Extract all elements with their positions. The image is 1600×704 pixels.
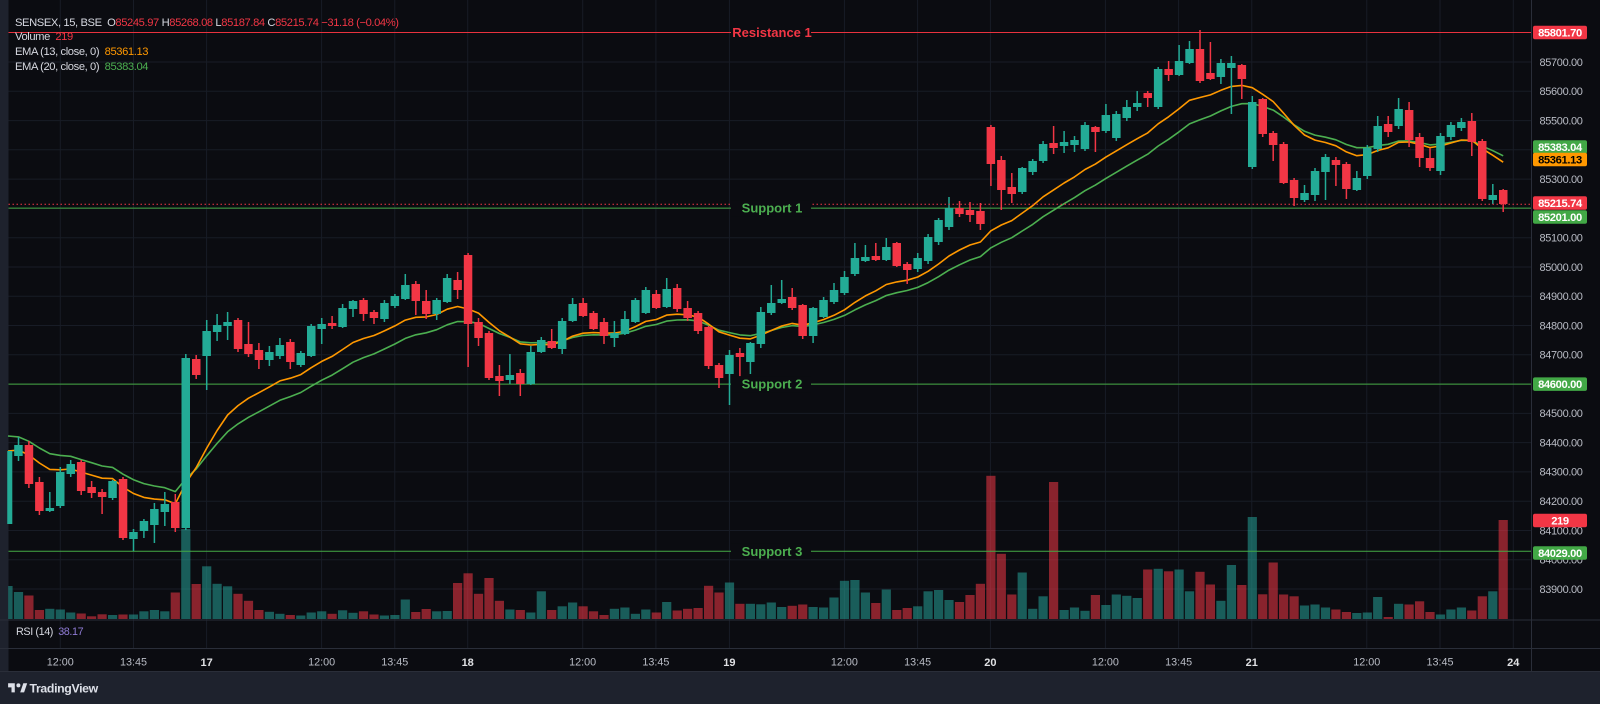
svg-text:13:45: 13:45	[1426, 657, 1453, 669]
svg-text:85215.74: 85215.74	[1538, 198, 1583, 210]
svg-text:85100.00: 85100.00	[1540, 233, 1583, 245]
svg-text:85383.04: 85383.04	[1538, 142, 1583, 154]
svg-text:84700.00: 84700.00	[1540, 350, 1583, 362]
svg-text:Resistance 1: Resistance 1	[732, 25, 812, 40]
svg-text:TradingView: TradingView	[30, 682, 99, 696]
svg-text:Volume 219: Volume 219	[15, 31, 73, 43]
svg-text:12:00: 12:00	[308, 657, 335, 669]
svg-text:85361.13: 85361.13	[1538, 154, 1582, 166]
svg-text:RSI (14) 38.17: RSI (14) 38.17	[16, 626, 84, 638]
svg-text:Support 2: Support 2	[742, 377, 803, 392]
svg-text:84200.00: 84200.00	[1540, 496, 1583, 508]
svg-text:13:45: 13:45	[1165, 657, 1192, 669]
svg-text:85300.00: 85300.00	[1540, 174, 1583, 186]
svg-text:84100.00: 84100.00	[1540, 525, 1583, 537]
svg-text:Support 1: Support 1	[742, 201, 803, 216]
svg-text:20: 20	[984, 657, 996, 669]
svg-text:EMA (20, close, 0) 85383.04: EMA (20, close, 0) 85383.04	[15, 61, 148, 73]
svg-text:12:00: 12:00	[47, 657, 74, 669]
svg-text:13:45: 13:45	[904, 657, 931, 669]
svg-text:84500.00: 84500.00	[1540, 408, 1583, 420]
svg-text:84800.00: 84800.00	[1540, 320, 1583, 332]
svg-text:13:45: 13:45	[381, 657, 408, 669]
svg-text:21: 21	[1246, 657, 1258, 669]
svg-text:17: 17	[200, 657, 212, 669]
svg-text:12:00: 12:00	[569, 657, 596, 669]
svg-text:85000.00: 85000.00	[1540, 262, 1583, 274]
svg-text:219: 219	[1551, 515, 1569, 527]
svg-text:12:00: 12:00	[1353, 657, 1380, 669]
svg-text:13:45: 13:45	[642, 657, 669, 669]
svg-text:84300.00: 84300.00	[1540, 467, 1583, 479]
svg-text:85801.70: 85801.70	[1538, 27, 1582, 39]
svg-text:84400.00: 84400.00	[1540, 437, 1583, 449]
svg-text:85700.00: 85700.00	[1540, 57, 1583, 69]
svg-text:12:00: 12:00	[831, 657, 858, 669]
svg-text:84029.00: 84029.00	[1538, 548, 1582, 560]
svg-text:85600.00: 85600.00	[1540, 86, 1583, 98]
svg-text:84600.00: 84600.00	[1538, 379, 1582, 391]
svg-text:EMA (13, close, 0) 85361.13: EMA (13, close, 0) 85361.13	[15, 46, 148, 58]
svg-text:13:45: 13:45	[120, 657, 147, 669]
svg-text:19: 19	[723, 657, 735, 669]
svg-text:18: 18	[462, 657, 474, 669]
svg-text:12:00: 12:00	[1092, 657, 1119, 669]
svg-text:83900.00: 83900.00	[1540, 584, 1583, 596]
svg-text:24: 24	[1507, 657, 1520, 669]
svg-text:SENSEX, 15, BSE O85245.97 H85: SENSEX, 15, BSE O85245.97 H85268.08 L851…	[15, 17, 399, 29]
svg-text:Support 3: Support 3	[742, 544, 803, 559]
svg-text:84900.00: 84900.00	[1540, 291, 1583, 303]
svg-text:85500.00: 85500.00	[1540, 115, 1583, 127]
svg-text:85201.00: 85201.00	[1538, 212, 1582, 224]
